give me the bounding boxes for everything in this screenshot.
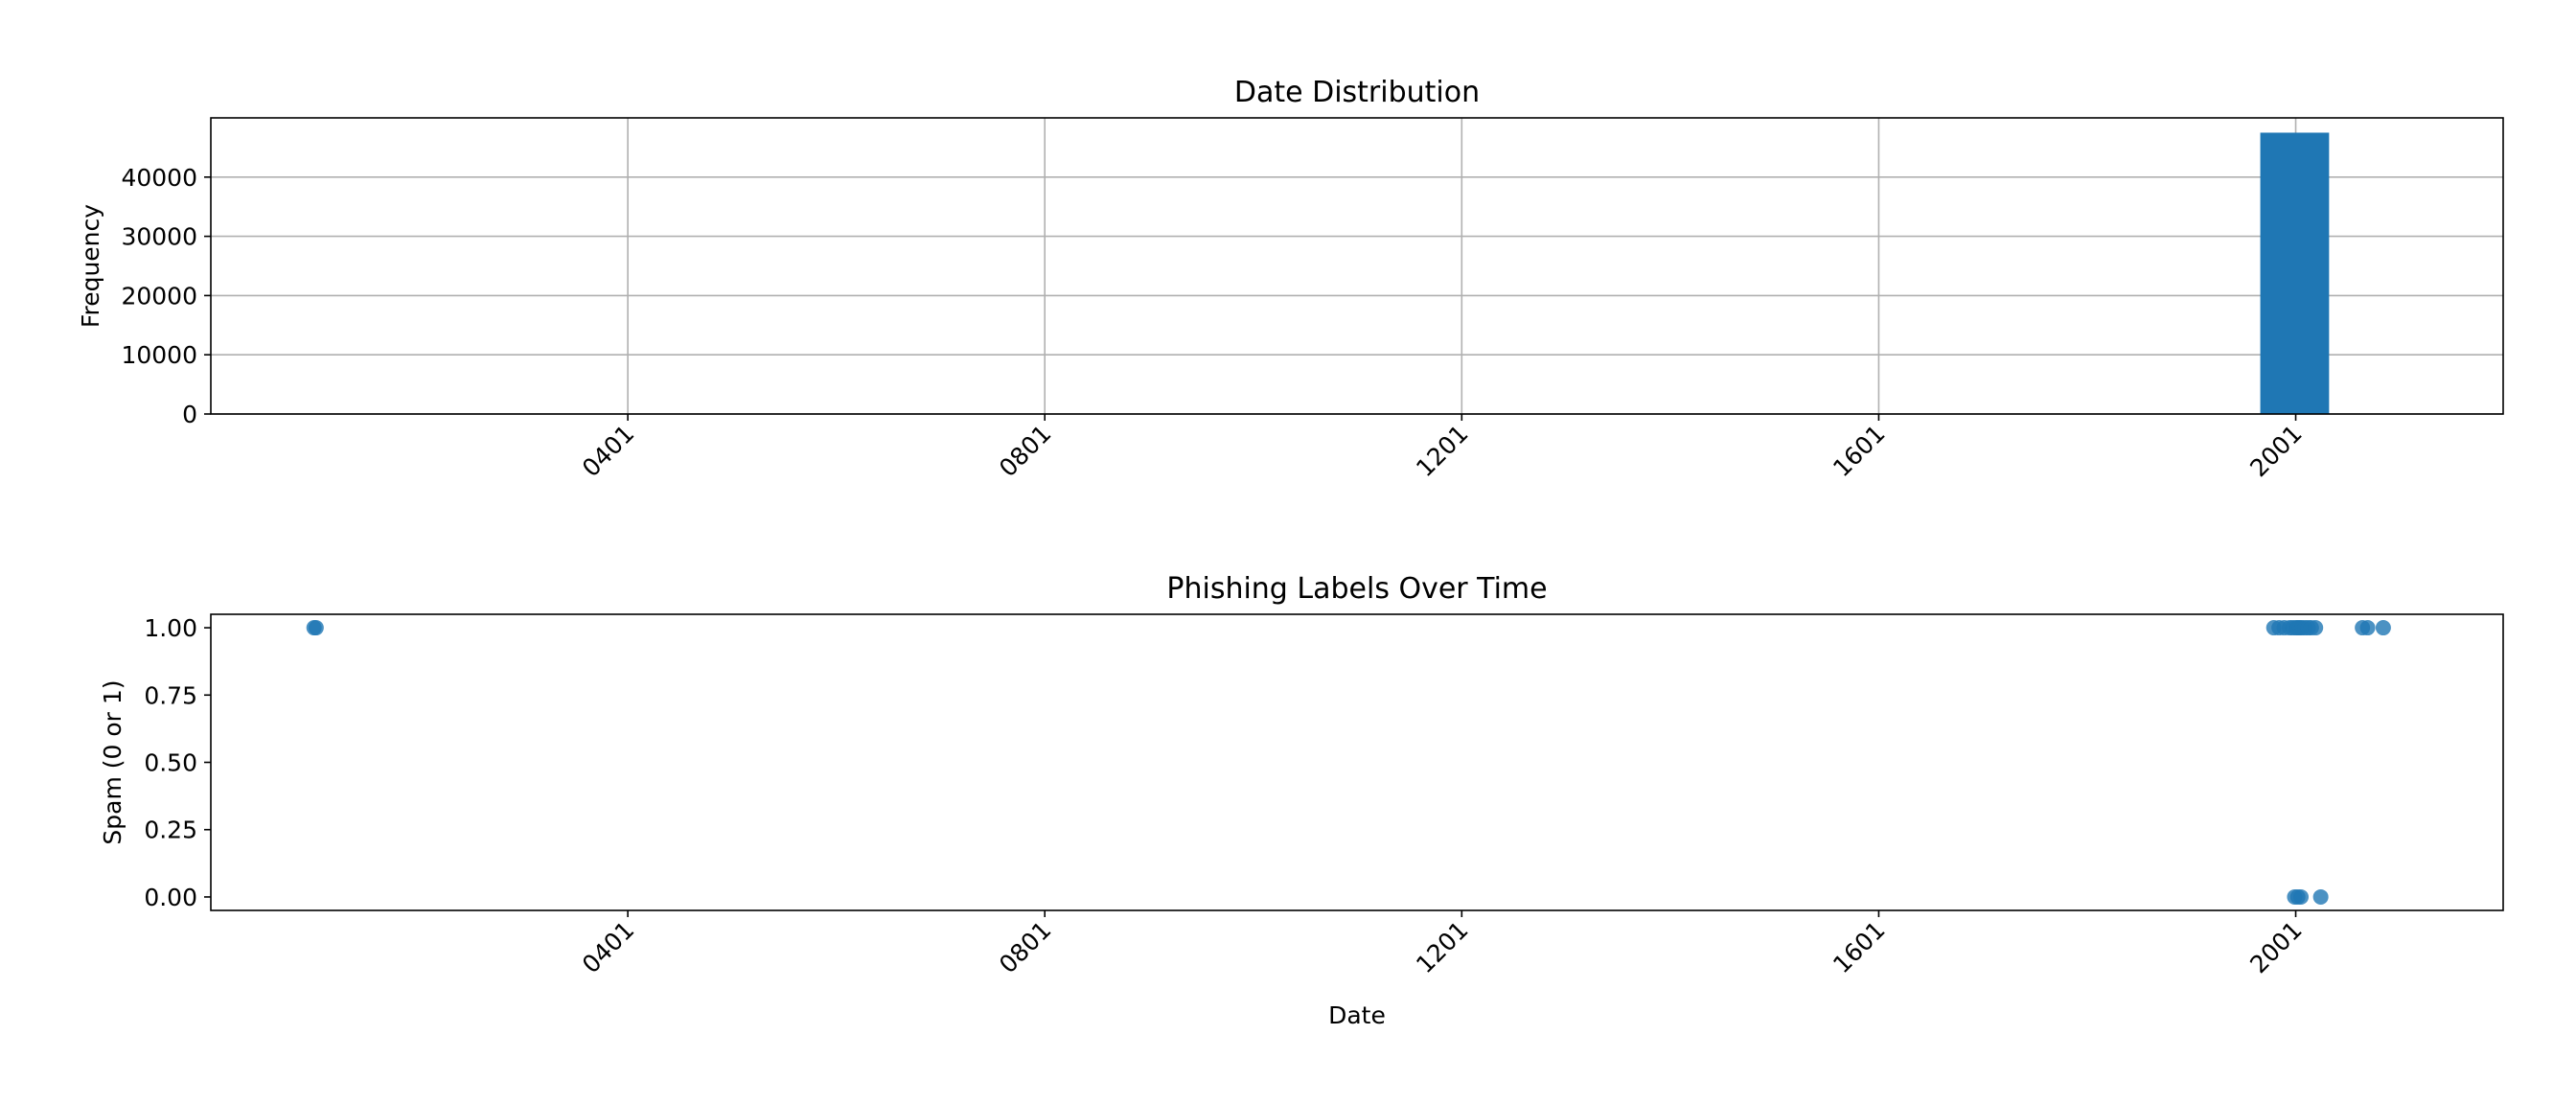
y-tick-label: 0.50 — [144, 749, 197, 777]
chart-title: Date Distribution — [1234, 76, 1480, 109]
scatter-point — [2292, 888, 2309, 905]
histogram-bar — [2260, 132, 2330, 414]
plot-frame — [210, 117, 2504, 415]
y-tick-label: 40000 — [121, 164, 197, 192]
phishing-labels-chart: 0401 0801 1201 1601 20010.000.250.500.751.00… — [99, 572, 2504, 1029]
y-tick-label: 30000 — [121, 223, 197, 251]
y-axis-label: Spam (0 or 1) — [99, 679, 126, 844]
scatter-point — [2375, 620, 2391, 636]
y-tick-label: 0.00 — [144, 884, 197, 911]
y-tick-label: 0.25 — [144, 816, 197, 844]
y-tick-label: 1.00 — [144, 614, 197, 642]
y-tick-label: 10000 — [121, 341, 197, 369]
y-tick-label: 20000 — [121, 282, 197, 310]
scatter-point — [2308, 620, 2324, 636]
y-axis-label: Frequency — [77, 204, 104, 328]
chart-title: Phishing Labels Over Time — [1166, 572, 1547, 606]
x-axis-label: Date — [1328, 1001, 1386, 1029]
y-tick-label: 0.75 — [144, 681, 197, 709]
scatter-point — [2359, 620, 2376, 636]
y-tick-label: 0 — [182, 401, 197, 428]
scatter-point — [2312, 888, 2329, 905]
scatter-point — [308, 620, 324, 636]
